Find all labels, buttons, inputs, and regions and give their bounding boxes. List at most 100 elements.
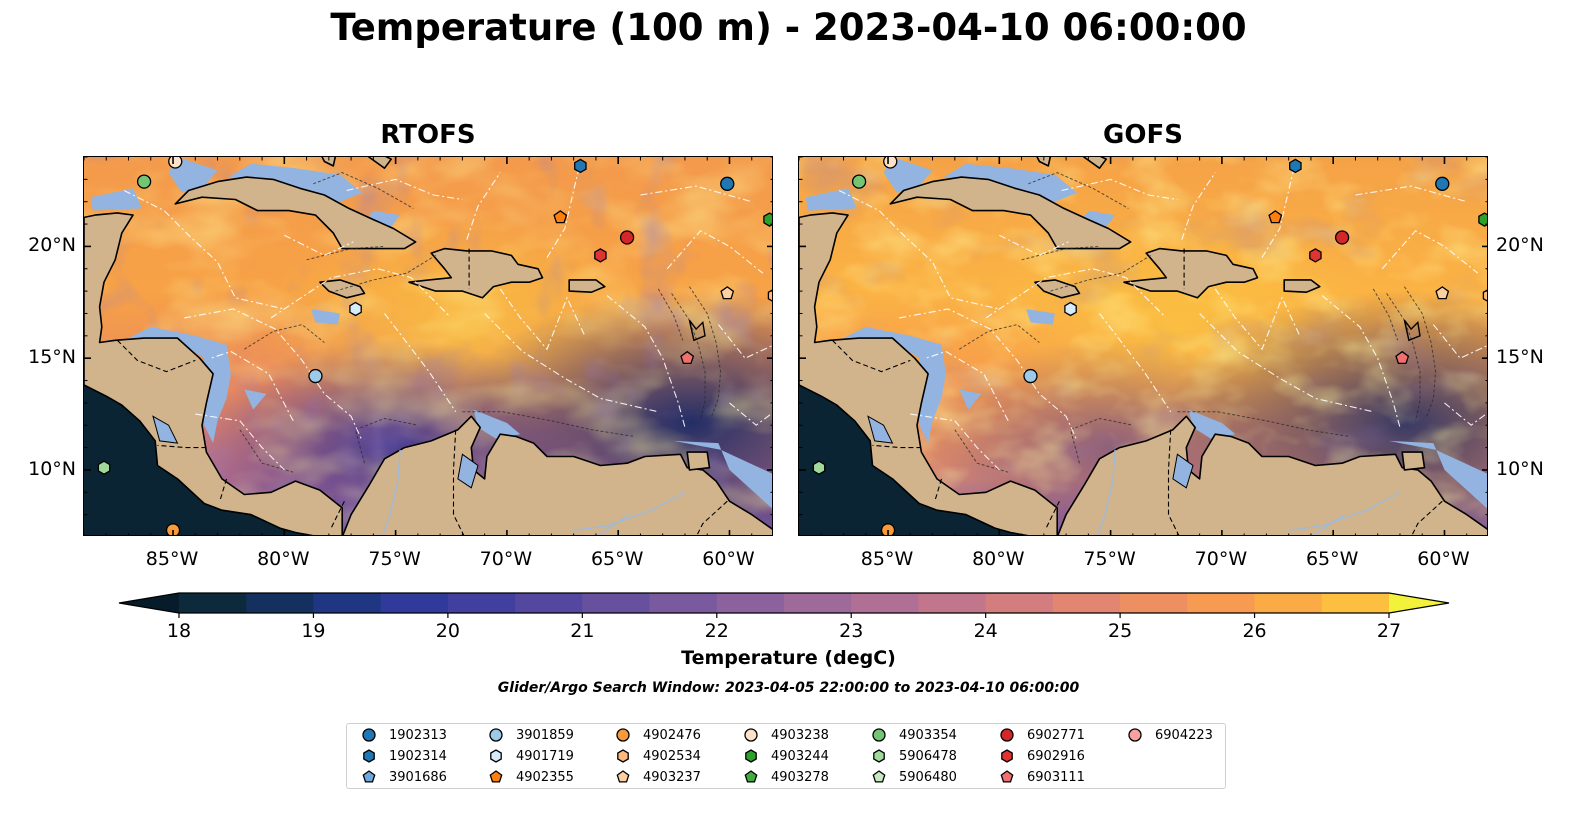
legend-item-3901859: 3901859 <box>488 725 574 745</box>
float-marker-5906478 <box>97 460 111 475</box>
colorbar-bin <box>447 593 516 613</box>
map-gofs-svg <box>799 157 1487 535</box>
country-border <box>117 339 196 373</box>
legend-label: 4902476 <box>643 727 701 743</box>
bahamas-land <box>1036 157 1052 167</box>
lat-tick-label-left: 10°N <box>28 457 76 480</box>
bathymetry-contour <box>959 324 1040 350</box>
lat-tick-label-right: 20°N <box>1496 234 1544 257</box>
colorbar-bin <box>515 593 583 613</box>
bahamas-land <box>368 157 393 169</box>
country-border <box>934 478 943 502</box>
circle-marker-icon <box>489 728 503 742</box>
colorbar-bin <box>851 593 919 613</box>
bathymetry-contour <box>657 288 684 341</box>
hexagon-marker-icon <box>1001 749 1013 763</box>
hexagon-marker-icon <box>617 749 629 763</box>
circle-marker-icon <box>1000 728 1014 742</box>
lake-nicaragua <box>152 415 179 444</box>
legend-item-4903237: 4903237 <box>615 767 701 787</box>
bathymetry-contour <box>1028 172 1129 209</box>
eez-boundary <box>270 268 450 319</box>
legend-label: 6903111 <box>1027 769 1085 785</box>
country-border <box>1045 500 1060 529</box>
pentagon-marker-icon <box>616 770 630 783</box>
legend-item-6902916: 6902916 <box>999 746 1085 766</box>
float-marker-4902476 <box>165 523 181 535</box>
legend-item-6902771: 6902771 <box>999 725 1085 745</box>
legend-label: 1902314 <box>389 748 447 764</box>
legend-marker <box>1000 728 1014 742</box>
colorbar-bin <box>1254 593 1323 613</box>
guadeloupe-outline <box>688 319 706 342</box>
legend-marker <box>362 770 376 783</box>
legend-marker <box>872 728 886 742</box>
lon-tick-label: 70°W <box>1194 548 1248 570</box>
eez-boundary <box>985 268 1165 319</box>
legend-item-4902355: 4902355 <box>488 767 574 787</box>
legend-marker <box>1128 728 1142 742</box>
legend-label: 5906480 <box>899 769 957 785</box>
colorbar-tick-label: 18 <box>166 620 192 642</box>
eez-boundary <box>499 288 586 351</box>
shallow-shelf <box>311 309 340 325</box>
lat-tick-label-right: 10°N <box>1496 457 1544 480</box>
lat-tick-label-left: 20°N <box>28 234 76 257</box>
country-border <box>219 478 228 502</box>
legend-marker <box>1000 770 1014 783</box>
lat-tick-label-left: 15°N <box>28 346 76 369</box>
circle-marker-icon <box>616 728 630 742</box>
south-america-land <box>342 415 772 535</box>
legend-marker <box>362 728 376 742</box>
hispaniola-land <box>1123 247 1259 299</box>
pentagon-marker-icon <box>872 770 886 783</box>
float-marker-4901719 <box>349 301 362 317</box>
bathymetry-contour <box>313 172 414 209</box>
cuba-land <box>889 176 1132 250</box>
colorbar-bin <box>784 593 852 613</box>
legend-label: 4903278 <box>771 769 829 785</box>
map-panel-gofs <box>798 156 1488 536</box>
bathymetry-contour <box>1372 288 1399 341</box>
legend-label: 4901719 <box>516 748 574 764</box>
eez-boundary <box>899 308 1078 442</box>
shallow-shelf <box>244 389 267 410</box>
bahamas-land <box>321 157 337 167</box>
circle-marker-icon <box>744 728 758 742</box>
float-marker-4903238 <box>883 157 898 169</box>
float-marker-1902313 <box>1435 176 1450 191</box>
float-marker-6903111 <box>680 350 695 365</box>
legend-label: 6902916 <box>1027 748 1085 764</box>
legend-label: 4903238 <box>771 727 829 743</box>
legend-marker <box>1001 749 1013 763</box>
bahamas-land <box>1083 157 1108 169</box>
float-marker-6903111 <box>1395 350 1410 365</box>
colorbar-bin <box>582 593 651 613</box>
lake-maracaibo <box>457 453 479 489</box>
river <box>1097 449 1116 535</box>
shallow-shelf <box>673 440 772 509</box>
country-border <box>872 444 922 449</box>
legend-item-1902314: 1902314 <box>361 746 447 766</box>
river <box>1312 514 1345 535</box>
legend-label: 4902355 <box>516 769 574 785</box>
south-america-land <box>1057 415 1487 535</box>
colorbar-bin <box>313 593 382 613</box>
eez-boundary <box>1181 172 1216 240</box>
river <box>382 449 401 535</box>
shallow-shelf <box>1188 409 1236 439</box>
bathymetry-contour <box>1386 293 1421 421</box>
legend-item-6904223: 6904223 <box>1127 725 1213 745</box>
shallow-shelf <box>959 389 982 410</box>
central-america-land <box>799 212 1059 535</box>
hexagon-marker-icon <box>363 749 375 763</box>
bathymetry-contour <box>244 324 325 350</box>
legend-item-5906480: 5906480 <box>871 767 957 787</box>
float-marker-4903237 <box>720 286 735 300</box>
legend-marker <box>489 770 503 783</box>
legend-marker <box>744 770 758 783</box>
float-marker-4903238 <box>168 157 183 169</box>
hexagon-marker-icon <box>745 749 757 763</box>
pentagon-marker-icon <box>362 770 376 783</box>
legend-marker <box>745 749 757 763</box>
